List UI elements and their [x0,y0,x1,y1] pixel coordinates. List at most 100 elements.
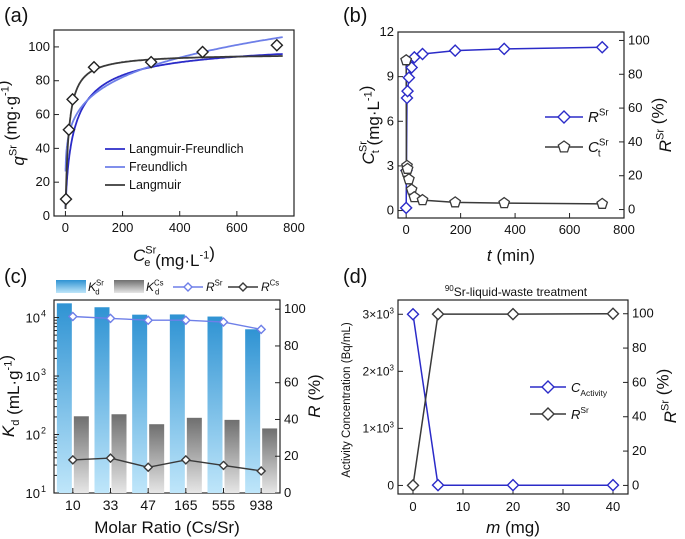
data-point-b [402,71,416,85]
legend-label-a: Langmuir-Freundlich [129,142,244,156]
y-tick-label-a: 80 [36,73,50,88]
y-tick-label-left-b: 9 [387,69,394,84]
legend-b: RSr CSr t [545,107,609,160]
data-point-a [87,60,101,74]
x-tick-label-c: 33 [103,497,119,513]
fit-curve-langmuir [64,55,283,209]
y-axis-label-right-c: R (%) [305,374,324,417]
bar-kd-sr [245,329,261,493]
legend-label-d: RSr [571,405,589,422]
x-tick-label-d: 10 [456,499,470,514]
y-tick-label-right-d: 20 [632,443,646,458]
data-points-d [406,307,620,492]
y-tick-exp-c: 3 [41,367,46,377]
y-tick-label-right-c: 100 [284,301,306,316]
data-point-c [256,465,267,476]
legend-marker-d [541,380,555,394]
x-tick-label-a: 800 [283,220,305,235]
x-tick-label-a: 0 [62,220,69,235]
data-point-d [606,478,620,492]
legend-label-a: Langmuir [129,178,181,192]
y-tick-exp-c: 2 [41,426,46,436]
y-tick-exp-c: 4 [41,309,46,319]
data-point-b [401,84,415,98]
data-point-b [400,53,413,66]
y-tick-label-left-d: 2×103 [363,363,395,378]
data-point-b [416,193,429,206]
y-tick-label-right-c: 80 [284,338,298,353]
y-tick-label-right-b: 100 [628,32,650,47]
legend-c: KSr d KCs d RSr RCs [56,279,279,297]
data-point-b [449,196,462,208]
data-point-b [416,47,429,61]
data-point-b [596,197,609,209]
y-tick-label-left-c: 10 [26,428,40,443]
x-axis-label-c: Molar Ratio (Cs/Sr) [94,518,239,537]
y-tick-label-right-c: 20 [284,448,298,463]
x-tick-label-b: 0 [403,222,410,237]
data-points-c [67,311,267,476]
panel-label-a: (a) [4,5,28,27]
y-tick-label-left-b: 3 [387,158,394,173]
panel-d: (d) 90Sr-liquid-waste treatment 0 10 20 30 4… [341,266,680,537]
x-tick-label-b: 200 [450,222,472,237]
data-point-c [256,324,267,335]
plot-frame-a [53,29,295,217]
y-axis-label-right-b: RSr (%) [648,98,675,153]
data-point-d [606,307,620,321]
y-tick-label-left-d: 3×103 [363,306,395,321]
axis-ticks-b: 0 200 400 600 800 0 3 6 9 12 0 20 40 60 80 100 [380,24,650,237]
legend-label-d: CActivity [571,380,608,398]
data-point-a [62,123,76,137]
y-tick-label-left-c: 10 [26,369,40,384]
legend-marker-c [238,282,248,292]
axis-ticks-d: 0 10 20 30 40 0 1×103 2×103 3×103 0 20 40 60 80 100 [363,306,654,514]
y-tick-label-left-d: 0 [387,478,394,492]
data-point-a [196,45,210,59]
data-point-b [595,40,609,54]
legend-label-c: RCs [261,279,279,294]
legend-a: Langmuir-Freundlich Freundlich Langmuir [105,142,244,192]
y-tick-label-right-b: 80 [628,66,642,81]
bar-kd-sr [56,303,72,493]
y-tick-label-left-b: 12 [380,24,394,39]
y-axis-label-right-d: RSr (%) [653,369,680,424]
x-axis-label-b: t (min) [487,246,535,265]
y-tick-label-left-c: 10 [26,486,40,501]
data-point-c [105,453,116,464]
legend-label-c: RSr [206,279,223,294]
x-tick-label-d: 40 [606,499,620,514]
series-line-c [72,457,262,472]
y-axis-label-left-c: Kd (mL·g-1) [0,355,23,437]
series-lines-b [405,46,603,208]
y-tick-label-right-b: 0 [628,202,635,217]
data-point-d [506,307,520,321]
series-lines-d [412,312,614,486]
bar-kd-sr [94,307,110,493]
data-points-a [59,38,284,206]
data-point-b [497,42,511,56]
data-point-b [498,196,511,209]
data-point-d [406,478,420,492]
data-point-b [448,44,462,58]
data-point-b [402,172,415,185]
x-tick-label-c: 47 [140,497,156,513]
y-tick-label-left-d: 1×103 [363,420,395,435]
plot-frame-b [397,31,625,219]
data-point-c [105,313,116,324]
y-axis-label-left-b: CSrt (mg·L-1) [356,86,383,165]
data-point-c [67,311,78,322]
series-line-d [412,314,613,486]
series-line-b [405,60,603,205]
x-tick-label-c: 10 [65,497,81,513]
legend-marker-b [557,110,571,124]
bar-kd-cs [224,419,240,493]
data-point-a [59,192,73,206]
plot-frame-c [53,299,281,494]
bar-kd-cs [73,416,89,493]
chart-title-d: 90Sr-liquid-waste treatment [445,284,588,299]
x-tick-label-b: 800 [613,222,635,237]
y-axis-label-left-d: Activity Concentration (Bq/mL) [341,322,353,477]
